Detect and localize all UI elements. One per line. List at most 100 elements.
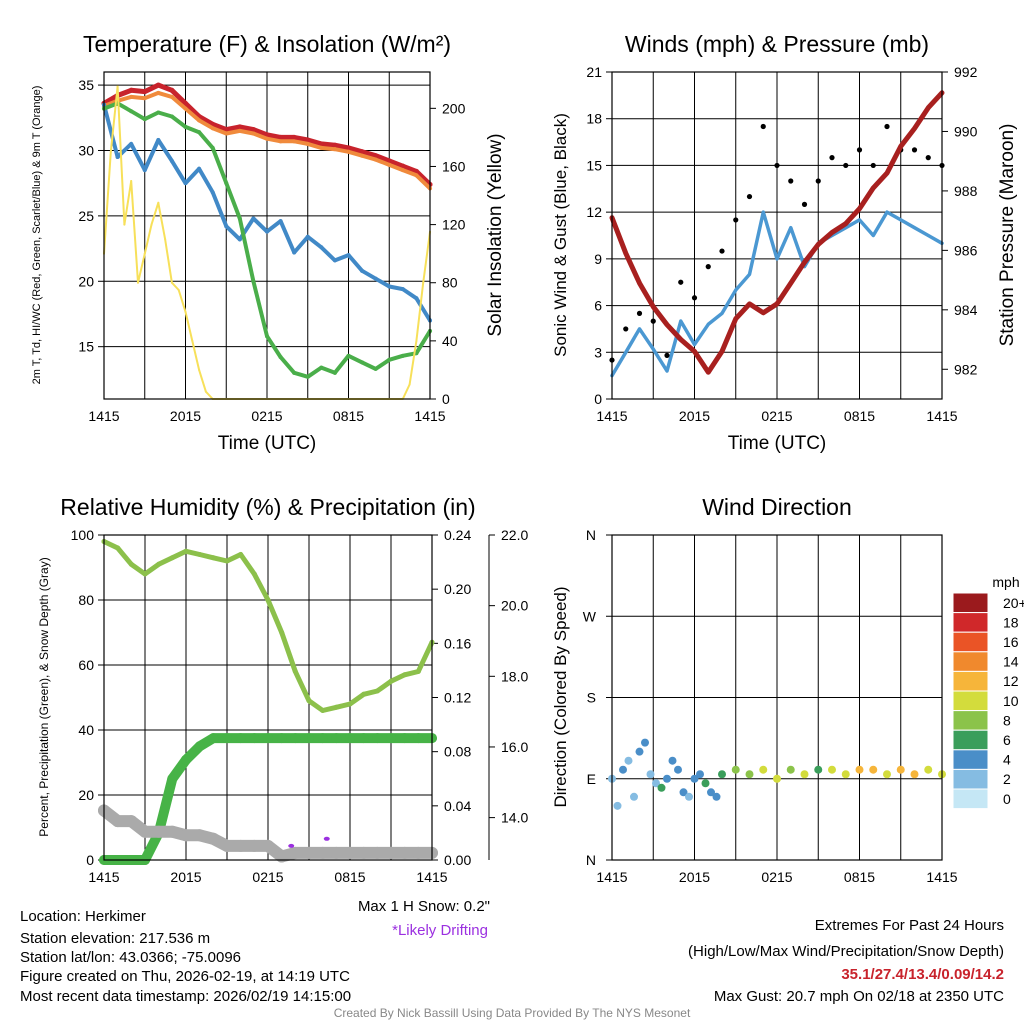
data-point [169,94,174,99]
data-point [422,281,425,284]
data-point [116,85,119,88]
data-point [210,145,215,150]
data-point [385,846,397,859]
data-point [372,733,383,744]
legend-title: mph [992,574,1019,590]
legend-label: 8 [1003,712,1011,728]
data-point [830,231,834,235]
legend-swatch [952,690,989,712]
direction-point [786,765,795,774]
data-point [400,287,405,292]
data-point [223,127,229,133]
data-point [222,733,232,744]
data-point [210,555,216,561]
data-point [304,733,314,744]
drifting-note: *Likely Drifting [392,922,488,939]
data-point [775,302,779,306]
y-tick-label: 25 [78,208,94,224]
data-point [761,210,765,214]
data-point [305,234,310,239]
data-point [167,773,178,784]
data-point [237,128,242,133]
data-point [926,106,930,110]
y-tick-label: 35 [78,77,94,93]
data-point [210,126,215,131]
legend-swatch [952,768,989,790]
data-point [207,832,220,845]
data-point [387,357,392,362]
data-point [386,733,396,744]
footer-created: Figure created on Thu, 2026-02-19, at 14… [20,968,350,985]
data-point [292,669,298,674]
data-point [156,90,161,95]
data-point [360,268,365,273]
direction-tick-label: W [583,608,597,624]
data-point [128,561,134,567]
legend-label: 12 [1003,673,1019,689]
plot-frame [611,534,943,861]
data-point [316,846,329,859]
snow-axis-tick-label: 14.0 [501,810,528,826]
x-tick-label: 1415 [416,869,447,885]
data-point [128,87,134,93]
data-point [292,250,297,255]
y-right-tick-label: 990 [954,123,978,139]
data-point [265,334,269,339]
y-tick-label: 15 [78,339,94,355]
data-point [224,558,230,564]
data-point [373,157,378,162]
direction-point [896,765,905,774]
direction-tick-label: N [586,852,596,868]
legend-swatch [952,729,989,751]
gust-point [884,123,890,130]
gust-point [733,217,739,223]
data-point [125,815,138,828]
y-right-tick-label: 992 [954,64,978,80]
direction-point [869,765,878,774]
y-right-tick-label: 0.04 [444,798,471,814]
data-point [155,82,161,88]
data-point [197,130,202,135]
legend-swatch [952,612,989,633]
data-point [129,141,134,146]
y-right-tick-label: 0.24 [444,527,471,543]
data-point [373,366,378,371]
data-point [373,276,378,281]
direction-point [652,779,660,788]
gust-point [856,147,863,153]
x-tick-label: 1415 [926,408,957,424]
data-point [858,218,861,222]
data-point [414,296,419,301]
data-point [249,733,260,744]
data-point [347,701,353,707]
y-tick-label: 18 [586,111,602,127]
data-point [761,311,765,315]
data-point [885,171,889,175]
direction-point [630,792,638,801]
data-point [899,144,903,148]
gust-point [925,155,931,161]
data-point [306,698,312,704]
data-point [360,360,365,365]
y-tick-label: 15 [586,157,602,173]
data-point [319,365,324,370]
data-point [333,704,339,710]
data-point [142,117,147,122]
data-point [278,219,283,224]
data-point [139,825,151,838]
data-point [387,162,392,167]
data-point [142,571,148,577]
data-point [191,339,194,342]
data-point [152,825,165,838]
data-point [265,597,271,603]
gust-point [705,264,711,270]
gust-point [788,178,794,184]
data-point [115,155,120,160]
data-point [237,216,242,221]
data-point [183,548,189,554]
snow-axis-tick-label: 16.0 [501,739,528,755]
legend-swatch [952,670,989,692]
data-point [183,181,188,186]
data-point [143,252,146,255]
data-point [346,149,351,154]
